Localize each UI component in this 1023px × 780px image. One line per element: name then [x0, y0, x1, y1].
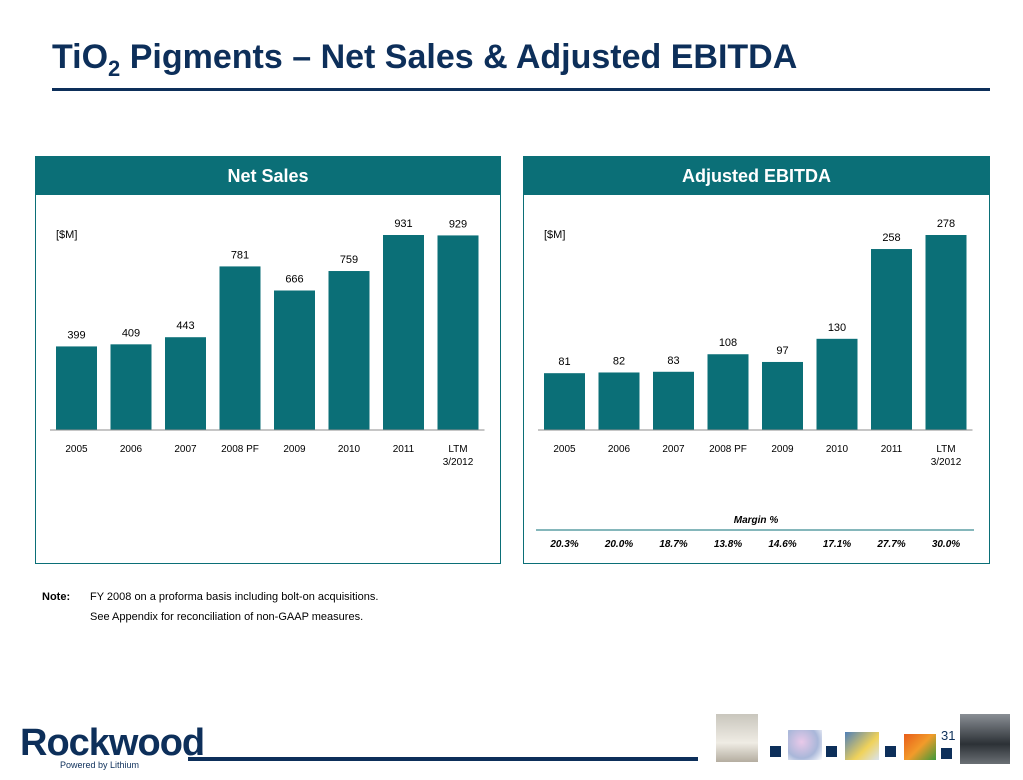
adjusted-ebitda-chart: [$M] 81 2005 82 2006 83 2007 108 2008 PF 97 2009 13…	[536, 218, 974, 550]
margin-title: Margin %	[734, 515, 779, 526]
margin-value: 14.6%	[768, 539, 796, 550]
net-sales-panel: Net Sales [$M] 399 2005 409 2006 443 2007 781 20…	[35, 156, 501, 564]
tick-label: 2006	[608, 444, 631, 455]
tick-label: 2005	[65, 444, 88, 455]
note-line-1: FY 2008 on a proforma basis including bo…	[90, 591, 379, 603]
margin-value: 20.0%	[604, 539, 633, 550]
bullet-square	[826, 746, 837, 757]
rockwood-logo: Rockwood Powered by Lithium	[20, 722, 205, 770]
tick-label: 3/2012	[443, 457, 474, 468]
bar	[437, 235, 479, 430]
bar	[707, 354, 749, 430]
unit-label: [$M]	[56, 229, 77, 241]
data-label: 278	[937, 218, 955, 230]
net-sales-panel-title: Net Sales	[36, 157, 500, 195]
data-label: 258	[882, 232, 900, 244]
bullet-square	[941, 748, 952, 759]
data-label: 759	[340, 254, 358, 266]
bar	[762, 361, 803, 430]
bar	[544, 373, 585, 430]
data-label: 108	[719, 337, 737, 349]
bullet-square	[885, 746, 896, 757]
data-label: 666	[285, 274, 303, 286]
bar	[110, 344, 152, 430]
bar	[56, 346, 97, 430]
bar	[653, 371, 694, 430]
car-photo-thumbnail	[960, 714, 1010, 764]
data-label: 97	[776, 345, 788, 357]
margin-value: 27.7%	[876, 539, 905, 550]
tick-label: 3/2012	[931, 457, 962, 468]
pills-photo-thumbnail	[788, 730, 822, 760]
tick-label: 2010	[338, 444, 361, 455]
title-divider	[52, 88, 990, 91]
bar	[383, 235, 424, 430]
tick-label: 2007	[662, 444, 685, 455]
bar	[816, 338, 858, 430]
footer-divider	[188, 757, 698, 761]
bar	[925, 235, 967, 430]
unit-label: [$M]	[544, 229, 565, 241]
data-label: 781	[231, 249, 249, 261]
tick-label: 2010	[826, 444, 849, 455]
note-label: Note:	[42, 591, 71, 603]
data-label: 929	[449, 218, 467, 230]
data-label: 443	[176, 320, 194, 332]
data-label: 931	[394, 218, 412, 230]
page-title: TiO2 Pigments – Net Sales & Adjusted EBI…	[52, 38, 798, 81]
page-number: 31	[941, 728, 956, 743]
data-label: 399	[67, 329, 85, 341]
pigment-photo-thumbnail	[845, 732, 879, 760]
tick-label: 2009	[283, 444, 306, 455]
net-sales-chart: [$M] 399 2005 409 2006 443 2007 781 2008 PF 666 20…	[50, 218, 485, 468]
note-line-2: See Appendix for reconciliation of non-G…	[90, 611, 364, 623]
adjusted-ebitda-panel-title: Adjusted EBITDA	[524, 157, 989, 195]
bullet-square	[770, 746, 781, 757]
tick-label: 2006	[120, 444, 143, 455]
margin-value: 20.3%	[549, 539, 578, 550]
data-label: 83	[667, 355, 679, 367]
data-label: 82	[613, 355, 625, 367]
logo-name: Rockwood	[20, 722, 205, 764]
adjusted-ebitda-panel: Adjusted EBITDA [$M] 81 2005 82 2006 83 2007 10…	[523, 156, 990, 564]
bar	[219, 266, 261, 430]
flask-photo-thumbnail	[716, 714, 758, 762]
bar	[328, 271, 370, 430]
data-label: 81	[558, 356, 570, 368]
tick-label: 2007	[174, 444, 197, 455]
tick-label: 2005	[553, 444, 576, 455]
margin-value: 30.0%	[932, 539, 960, 550]
margin-value: 17.1%	[823, 539, 851, 550]
tick-label: LTM	[936, 444, 955, 455]
bar	[871, 249, 912, 430]
bar	[274, 290, 315, 430]
bar	[165, 337, 206, 430]
tick-label: LTM	[448, 444, 467, 455]
data-label: 409	[122, 327, 140, 339]
margin-value: 13.8%	[714, 539, 742, 550]
logo-tagline: Powered by Lithium	[60, 760, 140, 770]
tick-label: 2011	[393, 444, 415, 455]
bar	[598, 372, 640, 430]
margin-value: 18.7%	[659, 539, 687, 550]
tick-label: 2011	[881, 444, 903, 455]
data-label: 130	[828, 322, 846, 334]
tick-label: 2008 PF	[221, 444, 259, 455]
tick-label: 2009	[771, 444, 794, 455]
tick-label: 2008 PF	[709, 444, 747, 455]
colorant-photo-thumbnail	[904, 734, 936, 760]
